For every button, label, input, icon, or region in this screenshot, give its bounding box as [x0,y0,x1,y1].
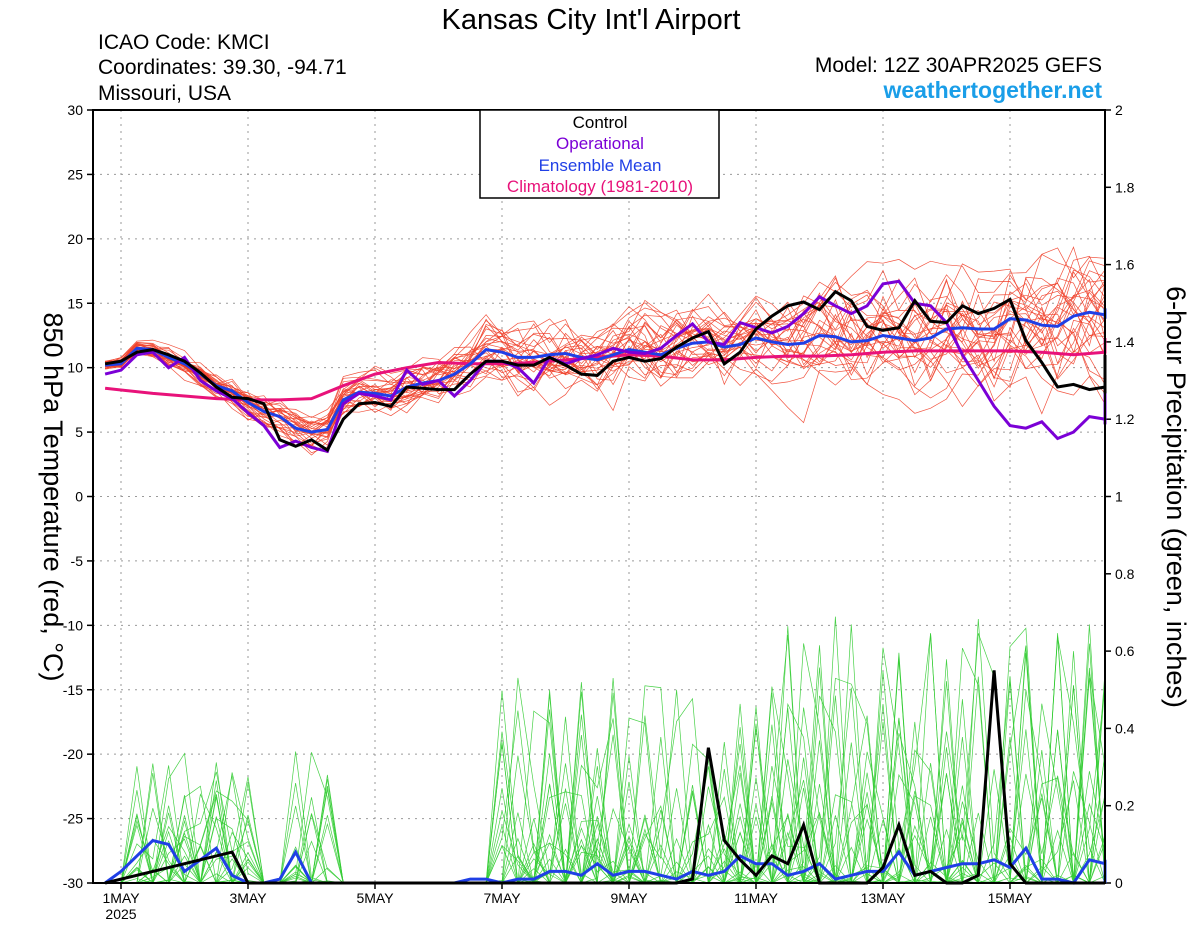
model-label: Model: 12Z 30APR2025 GEFS [815,54,1102,77]
right-tick-label: 2 [1115,102,1123,118]
legend: Control Operational Ensemble Mean Climat… [479,109,720,199]
left-tick-label: 10 [67,360,83,376]
series-lines [104,279,1107,885]
x-tick-sublabel: 2025 [105,906,136,922]
right-tick-label: 1.2 [1115,411,1135,427]
legend-operational: Operational [556,134,644,153]
right-tick-label: 0.4 [1115,720,1135,736]
left-tick-label: -25 [63,811,83,827]
left-tick-label: -5 [71,553,84,569]
x-tick-label: 9MAY [610,890,648,906]
right-tick-label: 1.4 [1115,334,1135,350]
legend-control: Control [573,113,628,132]
temperature-control-line [104,289,1107,453]
site-link[interactable]: weathertogether.net [882,77,1102,103]
legend-ensemble-mean: Ensemble Mean [539,156,662,175]
temperature-member-line [105,277,1106,447]
left-tick-label: 15 [67,295,83,311]
right-tick-label: 0.6 [1115,643,1135,659]
temperature-member-line [104,271,1106,447]
temperature-member-line [105,292,1106,425]
left-tick-label: -15 [63,682,83,698]
x-tick-label: 3MAY [229,890,267,906]
x-tick-label: 5MAY [356,890,394,906]
right-axis-label: 6-hour Precipitation (green, inches) [1161,286,1191,708]
right-tick-label: 0.2 [1115,798,1135,814]
region-label: Missouri, USA [98,82,231,105]
left-tick-label: -30 [63,875,83,891]
right-tick-label: 1.6 [1115,257,1135,273]
legend-box [479,109,720,199]
legend-climatology: Climatology (1981-2010) [507,177,693,196]
left-tick-label: 25 [67,166,83,182]
x-tick-label: 13MAY [861,890,907,906]
temperature-member-line [104,247,1106,433]
right-tick-label: 1 [1115,489,1123,505]
temperature-member-line [105,295,1106,456]
chart-title: Kansas City Int'l Airport [442,4,741,36]
right-axis-ticks: 2 1.8 1.6 1.4 1.2 1 0.8 0.6 0.4 0.2 0 [1105,102,1135,891]
x-tick-label: 11MAY [734,890,778,906]
x-tick-label: 1MAY [102,890,140,906]
right-tick-label: 0.8 [1115,566,1135,582]
temperature-member-line [105,278,1106,430]
left-tick-label: -10 [63,617,83,633]
x-tick-label: 7MAY [483,890,521,906]
temperature-member-line [105,269,1106,446]
left-tick-label: 20 [67,231,83,247]
precipitation-member-line [105,618,1106,884]
x-tick-label: 15MAY [988,890,1034,906]
left-axis-label: 850 hPa Temperature (red, °C) [38,313,68,682]
left-axis-ticks: 30 25 20 15 10 5 0 -5 -10 -15 -20 -25 -30 [63,102,93,891]
icao-code: ICAO Code: KMCI [98,31,270,54]
temperature-operational-line [104,279,1107,454]
left-tick-label: 5 [75,424,83,440]
left-tick-label: 0 [75,489,83,505]
temperature-member-line [105,274,1106,432]
left-tick-label: 30 [67,102,83,118]
right-tick-label: 1.8 [1115,179,1135,195]
coordinates: Coordinates: 39.30, -94.71 [98,56,347,79]
left-tick-label: -20 [63,746,83,762]
right-tick-label: 0 [1115,875,1123,891]
